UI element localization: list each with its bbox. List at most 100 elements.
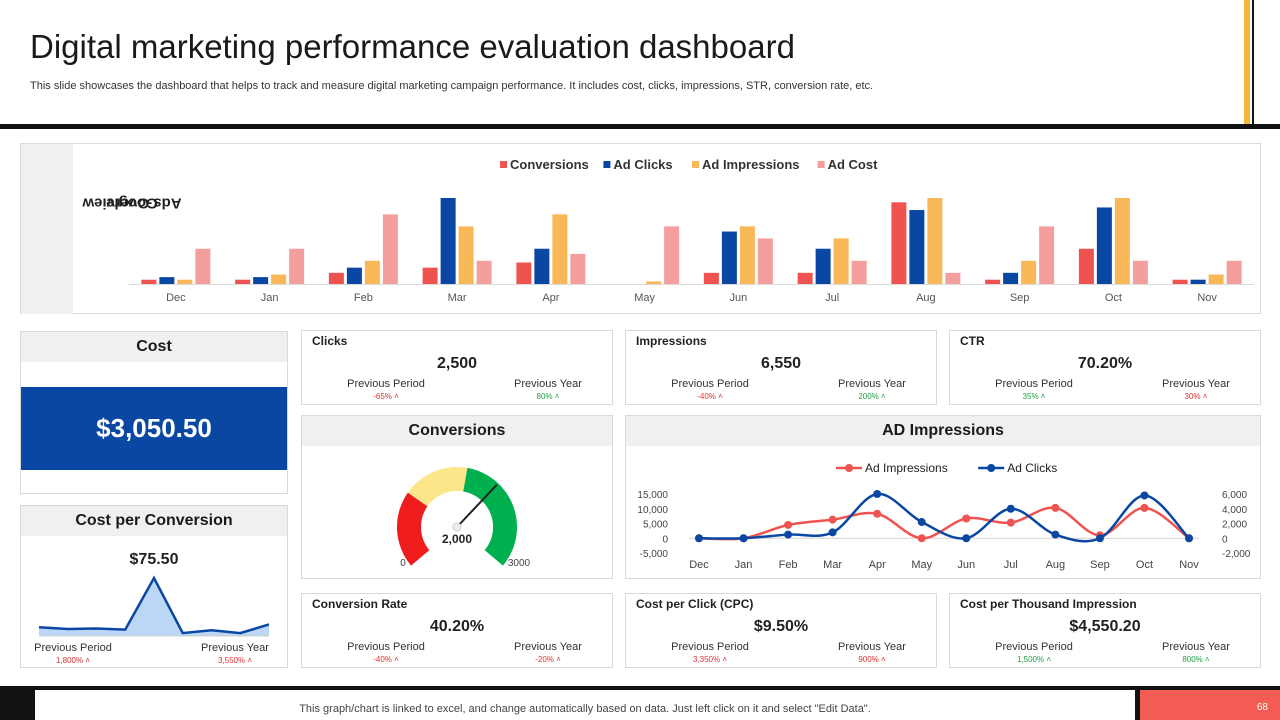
bar-ad-impressions — [177, 279, 193, 284]
ad-impressions-title: AD Impressions — [626, 416, 1260, 446]
bar-ad-impressions — [646, 281, 662, 284]
point-ad-impressions — [1140, 503, 1149, 512]
bar-conversions — [985, 279, 1001, 284]
ads-overview-panel: Google Ads Overview Dec Jan Feb Mar Apr May Jun… — [20, 143, 1261, 314]
area-line — [38, 575, 270, 635]
bar-ad-cost — [476, 260, 492, 284]
gauge-hub — [452, 522, 462, 532]
legend-label: Ad Impressions — [865, 461, 948, 475]
corner-accent — [1244, 0, 1280, 126]
x-tick-label: Oct — [1105, 292, 1122, 304]
point-ad-impressions — [873, 509, 882, 518]
conversions-gauge: 2,000 0 3000 — [397, 467, 531, 569]
point-ad-impressions — [917, 534, 926, 543]
conversions-panel: Conversions 2,000 0 3000 — [301, 415, 613, 579]
bar-ad-cost — [382, 214, 398, 284]
bar-ad-clicks — [253, 277, 269, 284]
gauge-segment-high — [463, 467, 517, 566]
point-ad-clicks — [739, 534, 748, 543]
kpi-title: Cost per Click (CPC) — [636, 597, 754, 611]
x-tick-label: Jan — [735, 559, 753, 571]
gauge-min-label: 0 — [400, 558, 406, 569]
area-fill — [39, 578, 269, 636]
kpi-prev-year-label: Previous Year — [514, 641, 582, 653]
kpi-prev-year-label: Previous Year — [1162, 641, 1230, 653]
bar-ad-clicks — [1096, 207, 1112, 284]
cost-per-conversion-title: Cost per Conversion — [21, 506, 287, 536]
cpc-prev-period-pct: 1,800% ˄ — [55, 656, 91, 665]
legend-label: Conversions — [510, 157, 589, 172]
gauge-segment-low — [397, 492, 430, 566]
kpi-prev-period-pct: -65% ˄ — [373, 392, 399, 401]
kpi-prev-year-label: Previous Year — [838, 641, 906, 653]
ads-overview-bar-chart: Dec Jan Feb Mar Apr May Jun Jul Aug Sep Oct Nov Conv… — [129, 157, 1254, 304]
legend-swatch — [500, 161, 507, 168]
kpi-value: $9.50% — [753, 618, 809, 635]
y-right-tick-label: 2,000 — [1222, 520, 1247, 531]
footer-note: This graph/chart is linked to excel, and… — [299, 703, 871, 715]
point-ad-impressions — [828, 515, 837, 524]
legend-marker — [845, 464, 853, 472]
cost-title: Cost — [21, 332, 287, 362]
bar-conversions — [422, 267, 438, 284]
kpi-prev-period-pct: 3,350% ˄ — [692, 655, 728, 664]
ad-impressions-panel: AD Impressions 15,000 10,000 5,000 0 -5,000 6… — [625, 415, 1261, 579]
bar-ad-clicks — [815, 248, 831, 284]
kpi-prev-period-label: Previous Period — [347, 641, 425, 653]
y-right-tick-label: -2,000 — [1222, 549, 1251, 560]
bar-ad-clicks — [534, 248, 550, 284]
kpi-card-impressions: Impressions 6,550 Previous Period -40% ˄… — [625, 330, 937, 405]
legend-swatch — [692, 161, 699, 168]
y-right-tick-label: 6,000 — [1222, 490, 1247, 501]
series-line-ad-clicks — [698, 492, 1190, 543]
kpi-prev-period-label: Previous Period — [995, 641, 1073, 653]
cpc-prev-year-pct: 3,550% ˄ — [217, 656, 253, 665]
y-left-tick-label: 0 — [662, 534, 668, 545]
kpi-prev-period-label: Previous Period — [995, 378, 1073, 390]
point-ad-clicks — [1095, 534, 1104, 543]
point-ad-clicks — [695, 534, 703, 543]
page-number: 68 — [1256, 702, 1268, 713]
point-ad-impressions — [1051, 503, 1060, 512]
bar-ad-cost — [1039, 226, 1055, 284]
bar-ad-cost — [289, 248, 305, 284]
bar-ad-cost — [570, 253, 586, 284]
x-tick-label: May — [911, 559, 932, 571]
page-subtitle: This slide showcases the dashboard that … — [30, 80, 874, 92]
bar-ad-impressions — [1021, 260, 1037, 284]
point-ad-clicks — [873, 490, 882, 498]
kpi-card-clicks: Clicks 2,500 Previous Period -65% ˄ Prev… — [301, 330, 613, 405]
bar-ad-clicks — [346, 267, 362, 284]
y-left-tick-label: 5,000 — [643, 520, 668, 531]
bar-ad-impressions — [458, 226, 474, 284]
y-left-tick-label: 15,000 — [637, 490, 668, 501]
point-ad-clicks — [1185, 534, 1193, 543]
cost-value: $3,050.50 — [96, 413, 212, 443]
footer-page-box — [1140, 690, 1280, 720]
kpi-prev-year-pct: 900% ˄ — [858, 655, 886, 664]
x-tick-label: Mar — [823, 559, 842, 571]
point-ad-clicks — [784, 530, 793, 539]
kpi-prev-year-label: Previous Year — [1162, 378, 1230, 390]
ad-impressions-line-chart: 15,000 10,000 5,000 0 -5,000 6,000 4,000 2,000 0… — [637, 461, 1251, 571]
footer-note-box — [35, 690, 1135, 720]
point-ad-clicks — [962, 534, 971, 543]
gauge-value-label: 2,000 — [442, 532, 472, 546]
bar-conversions — [891, 202, 907, 284]
x-tick-label: Jul — [825, 292, 839, 304]
cost-per-conversion-area-chart — [38, 575, 270, 637]
bar-ad-impressions — [739, 226, 755, 284]
bar-ad-impressions — [364, 260, 380, 284]
x-tick-label: Sep — [1010, 292, 1030, 304]
kpi-prev-year-label: Previous Year — [514, 378, 582, 390]
kpi-card-cpc: Cost per Click (CPC) $9.50% Previous Per… — [625, 593, 937, 668]
bar-ad-clicks — [721, 231, 737, 284]
page-title: Digital marketing performance evaluation… — [30, 28, 795, 65]
x-tick-label: Dec — [689, 559, 709, 571]
ads-overview-label: Google Ads Overview — [21, 144, 182, 314]
legend-label: Ad Clicks — [1007, 461, 1057, 475]
bar-conversions — [1078, 248, 1094, 284]
bar-conversions — [235, 279, 251, 284]
bar-ad-impressions — [552, 214, 568, 284]
bar-ad-clicks — [1190, 279, 1206, 284]
